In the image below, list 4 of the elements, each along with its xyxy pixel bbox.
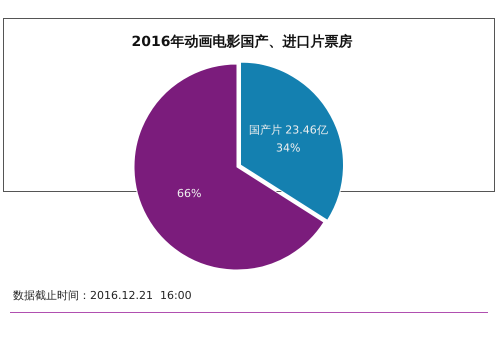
- text: 数据截止时间：2016.12.21 16:00: [13, 289, 192, 302]
- chart-title: 2016年动画电影国产、进口片票房: [132, 33, 352, 50]
- data-label: 66%: [177, 186, 202, 200]
- slice-label: 国产片 23.46亿 34%: [248, 123, 328, 154]
